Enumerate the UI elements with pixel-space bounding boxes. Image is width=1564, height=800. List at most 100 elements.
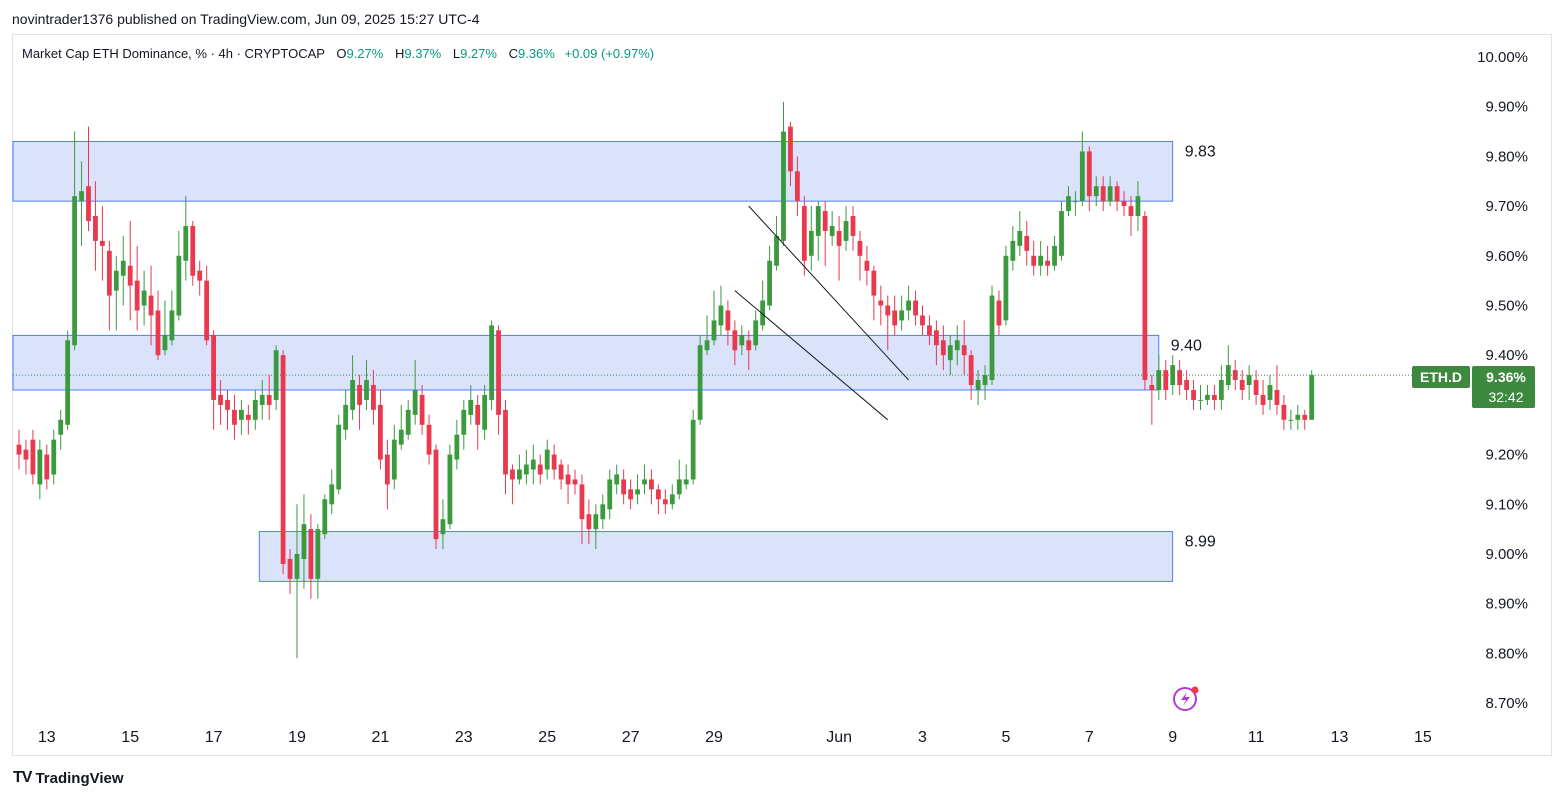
candle-body (280, 355, 286, 564)
price-tag-bg (1472, 366, 1535, 408)
candle (287, 549, 293, 594)
candle-body (850, 216, 856, 236)
brand-name: TradingView (35, 769, 124, 787)
zone-box-1[interactable] (12, 334, 1160, 391)
y-tick-label: 9.40% (1485, 347, 1528, 364)
candle (808, 206, 814, 271)
candle-body (642, 479, 647, 485)
candle-body (635, 489, 640, 495)
candle (523, 449, 529, 485)
candle (1045, 245, 1050, 276)
candle (329, 469, 335, 515)
candle-body (544, 449, 550, 470)
candle-body (1288, 419, 1294, 421)
candle (176, 230, 182, 321)
candle-body (940, 340, 946, 356)
candle-body (1163, 370, 1169, 390)
candle (259, 380, 265, 420)
candle (1066, 186, 1071, 217)
candle-body (287, 558, 293, 579)
chart-frame[interactable] (12, 34, 1552, 756)
candle-body (934, 330, 939, 346)
candle-body (683, 479, 689, 485)
candle-body (614, 474, 620, 485)
candle-body (100, 240, 105, 246)
candle-body (225, 399, 230, 410)
candle-body (586, 514, 592, 530)
tradingview-brand[interactable]: TV TradingView (13, 769, 124, 787)
candle-body (1218, 380, 1224, 400)
candle (1031, 240, 1037, 276)
candle-body (183, 225, 189, 261)
candle (1073, 191, 1078, 217)
candle-body (412, 389, 418, 415)
channel-upper-line[interactable] (748, 205, 909, 381)
candle-body (565, 474, 571, 485)
countdown-value: 32:42 (1488, 389, 1523, 405)
candle-body (1128, 206, 1134, 217)
candle (913, 290, 918, 326)
candle-body (433, 449, 439, 540)
candle (1170, 355, 1176, 395)
candle-body (1003, 255, 1009, 321)
alert-icon[interactable] (1173, 686, 1199, 711)
candle-body (218, 394, 223, 405)
candle-body (405, 409, 411, 435)
candle (510, 464, 515, 505)
y-axis[interactable]: 10.00% 9.90% 9.80% 9.70% 9.60% 9.50% 9.40% 9.20… (1477, 49, 1528, 712)
candle (454, 419, 460, 470)
candle (308, 514, 314, 599)
candle-body (1142, 216, 1148, 381)
candle (530, 444, 536, 485)
high-value: 9.37% (404, 46, 442, 61)
candle (843, 206, 849, 251)
x-axis[interactable]: 13 15 17 19 21 23 25 27 29 Jun 3 5 7 9 11 13 15 (38, 729, 1432, 746)
candle (468, 385, 474, 425)
candle-body (1079, 151, 1085, 202)
candle (1107, 176, 1113, 207)
candle-body (65, 340, 71, 425)
candle (1177, 360, 1183, 395)
candle (989, 285, 995, 386)
candle-body (996, 300, 1002, 326)
candle-body (530, 459, 536, 470)
zone-box-0[interactable] (12, 141, 1174, 202)
candle-body (1205, 394, 1210, 400)
candle (1274, 365, 1280, 415)
candle-body (878, 300, 884, 306)
candle (169, 290, 175, 346)
candle (788, 121, 793, 187)
candle (1232, 360, 1238, 390)
candle-body (190, 225, 196, 276)
candle (954, 325, 960, 366)
candle-body (523, 464, 529, 475)
x-tick-label: 29 (705, 729, 723, 746)
zone-label-0: 9.83 (1185, 143, 1216, 160)
candle (628, 479, 633, 510)
candle (614, 464, 620, 495)
candle (1246, 365, 1252, 400)
y-tick-label: 8.90% (1485, 596, 1528, 613)
candle-body (975, 380, 981, 390)
close-value: 9.36% (517, 46, 555, 61)
candle-body (746, 340, 752, 351)
x-tick-label: 7 (1085, 729, 1094, 746)
x-tick-label: Jun (826, 729, 852, 746)
candle-body (753, 320, 759, 346)
candle (1114, 181, 1120, 212)
candle-body (398, 429, 404, 445)
candle (753, 310, 759, 351)
candle-body (628, 489, 633, 500)
channel-lower-line[interactable] (734, 290, 889, 421)
zones-layer: 9.83 9.40 8.99 (12, 141, 1470, 582)
candle (1191, 380, 1196, 410)
candle-body (656, 489, 661, 500)
candle (1309, 370, 1315, 420)
zone-box-2[interactable] (258, 531, 1174, 582)
candle-body (913, 300, 918, 316)
candle (1302, 409, 1308, 430)
candle-body (51, 439, 57, 475)
candle (1149, 375, 1155, 425)
candle-body (1059, 211, 1064, 256)
